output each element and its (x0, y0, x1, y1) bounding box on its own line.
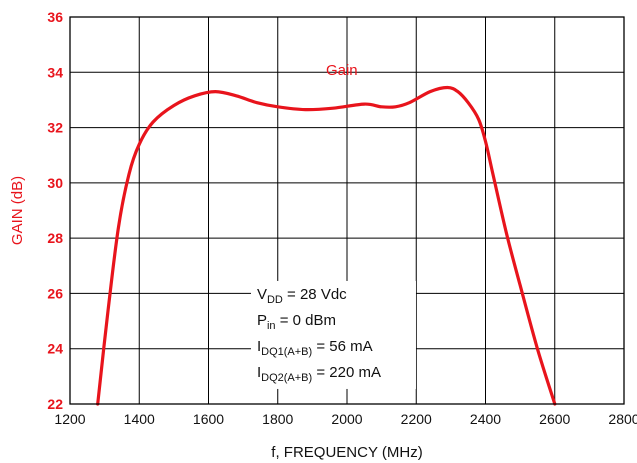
y-tick-22: 22 (47, 396, 63, 412)
x-axis-title: f, FREQUENCY (MHz) (271, 444, 422, 461)
series-line-0 (96, 85, 557, 406)
condition-line-1: Pin = 0 dBm (257, 312, 336, 332)
x-tick-1400: 1400 (124, 411, 155, 427)
conditions-text: VDD = 28 Vdc Pin = 0 dBm IDQ1(A+B) = 56 mA… (257, 286, 381, 384)
y-tick-labels: 22 24 26 28 30 32 34 36 (47, 9, 63, 412)
x-tick-2000: 2000 (331, 411, 362, 427)
y-tick-30: 30 (47, 175, 63, 191)
series-label-gain: Gain (326, 62, 358, 79)
x-tick-1200: 1200 (54, 411, 85, 427)
x-tick-2600: 2600 (539, 411, 570, 427)
y-tick-26: 26 (47, 285, 63, 301)
y-tick-36: 36 (47, 9, 63, 25)
x-tick-2400: 2400 (470, 411, 501, 427)
y-tick-24: 24 (47, 341, 63, 357)
y-axis-title: GAIN (dB) (9, 176, 26, 245)
x-tick-2200: 2200 (401, 411, 432, 427)
condition-line-3: IDQ2(A+B) = 220 mA (257, 364, 381, 384)
condition-line-0: VDD = 28 Vdc (257, 286, 347, 306)
y-tick-28: 28 (47, 230, 63, 246)
x-tick-1600: 1600 (193, 411, 224, 427)
conditions-box (250, 280, 416, 389)
condition-line-2: IDQ1(A+B) = 56 mA (257, 338, 373, 358)
plot-frame (69, 16, 625, 405)
x-tick-2800: 2800 (608, 411, 637, 427)
series-layer (96, 85, 557, 406)
y-tick-34: 34 (47, 64, 63, 80)
x-tick-labels: 1200 1400 1600 1800 2000 2200 2400 2600 2800 (54, 411, 637, 427)
x-tick-1800: 1800 (262, 411, 293, 427)
conditions-box-bg (250, 280, 416, 389)
y-tick-32: 32 (47, 120, 63, 136)
